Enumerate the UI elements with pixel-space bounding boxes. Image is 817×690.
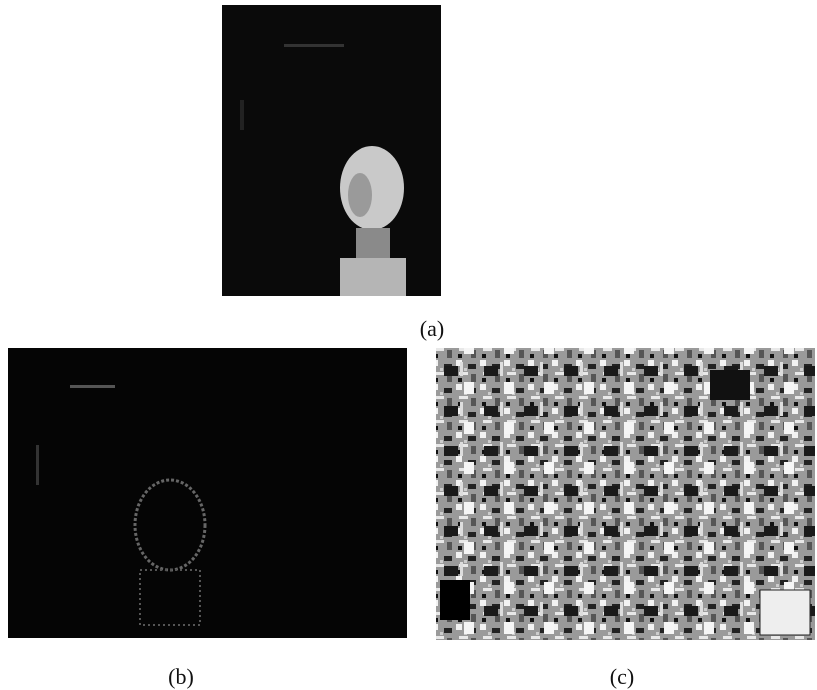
figure: (a) (b) (c) [0,0,817,690]
image-b [8,348,407,638]
caption: (b) [168,664,194,689]
caption: (a) [420,316,444,341]
image-c [436,348,815,640]
caption: (c) [610,664,634,689]
image-a [222,5,441,296]
